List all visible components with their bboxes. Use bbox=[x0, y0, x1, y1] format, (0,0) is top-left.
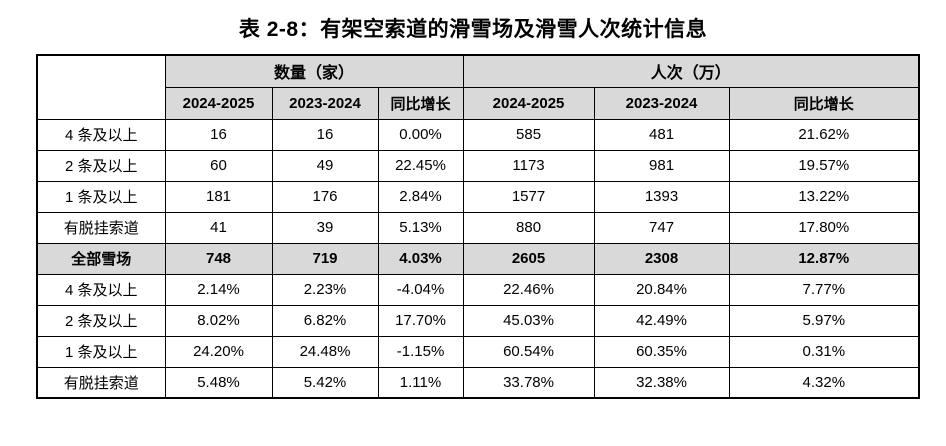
table-cell: 880 bbox=[462, 211, 595, 244]
table-cell: 7.77% bbox=[728, 273, 920, 306]
table-cell: 181 bbox=[164, 180, 273, 213]
sub-header-row: 2024-2025 2023-2024 同比增长 2024-2025 2023-2024… bbox=[37, 86, 920, 120]
group-header-quantity: 数量（家） bbox=[164, 54, 464, 88]
group-header-visits: 人次（万） bbox=[462, 54, 920, 88]
table-cell: 0.00% bbox=[377, 118, 464, 151]
table-cell: 49 bbox=[271, 149, 379, 182]
table-cell: 2605 bbox=[462, 242, 595, 275]
table-cell: 0.31% bbox=[728, 335, 920, 368]
table-cell: 33.78% bbox=[462, 366, 595, 399]
table-cell: 60.35% bbox=[593, 335, 730, 368]
group-header-row: 数量（家） 人次（万） bbox=[36, 54, 920, 120]
table-cell: 8.02% bbox=[164, 304, 273, 337]
table-row-total: 全部雪场 748 719 4.03% 2605 2308 12.87% bbox=[36, 242, 920, 275]
table-cell: 24.20% bbox=[164, 335, 273, 368]
row-label: 有脱挂索道 bbox=[36, 211, 166, 244]
table-cell: 16 bbox=[271, 118, 379, 151]
sub-header-cell: 2023-2024 bbox=[271, 86, 379, 120]
table-cell: 24.48% bbox=[271, 335, 379, 368]
table-cell: 1577 bbox=[462, 180, 595, 213]
table-cell: 17.80% bbox=[728, 211, 920, 244]
table-cell: 2.23% bbox=[271, 273, 379, 306]
row-label: 1 条及以上 bbox=[36, 180, 166, 213]
row-label: 1 条及以上 bbox=[36, 335, 166, 368]
table-cell: 39 bbox=[271, 211, 379, 244]
table-row: 4 条及以上 16 16 0.00% 585 481 21.62% bbox=[36, 118, 920, 151]
table-cell: 5.48% bbox=[164, 366, 273, 399]
table-cell: 719 bbox=[271, 242, 379, 275]
sub-header-cell: 同比增长 bbox=[377, 86, 464, 120]
sub-header-cell: 同比增长 bbox=[728, 86, 920, 120]
table-cell: 747 bbox=[593, 211, 730, 244]
table-cell: 4.32% bbox=[728, 366, 920, 399]
table-cell: 42.49% bbox=[593, 304, 730, 337]
row-label: 4 条及以上 bbox=[36, 118, 166, 151]
table-cell: 20.84% bbox=[593, 273, 730, 306]
table-cell: 22.46% bbox=[462, 273, 595, 306]
table-cell: 2.14% bbox=[164, 273, 273, 306]
table-row: 有脱挂索道 5.48% 5.42% 1.11% 33.78% 32.38% 4.32% bbox=[36, 366, 920, 399]
table-cell: 32.38% bbox=[593, 366, 730, 399]
table-row: 4 条及以上 2.14% 2.23% -4.04% 22.46% 20.84% 7.77% bbox=[36, 273, 920, 306]
table-cell: 481 bbox=[593, 118, 730, 151]
table-cell: 4.03% bbox=[377, 242, 464, 275]
table-cell: 60 bbox=[164, 149, 273, 182]
table-cell: 748 bbox=[164, 242, 273, 275]
table-row: 有脱挂索道 41 39 5.13% 880 747 17.80% bbox=[36, 211, 920, 244]
row-label: 2 条及以上 bbox=[36, 149, 166, 182]
table-cell: 5.97% bbox=[728, 304, 920, 337]
table-cell: 13.22% bbox=[728, 180, 920, 213]
table-row: 2 条及以上 60 49 22.45% 1173 981 19.57% bbox=[36, 149, 920, 182]
table-cell: 5.42% bbox=[271, 366, 379, 399]
table-cell: 1393 bbox=[593, 180, 730, 213]
sub-header-cell: 2024-2025 bbox=[164, 86, 273, 120]
table-cell: 5.13% bbox=[377, 211, 464, 244]
table-row: 1 条及以上 181 176 2.84% 1577 1393 13.22% bbox=[36, 180, 920, 213]
table-cell: 2308 bbox=[593, 242, 730, 275]
table-cell: 2.84% bbox=[377, 180, 464, 213]
table-cell: 12.87% bbox=[728, 242, 920, 275]
table-cell: 6.82% bbox=[271, 304, 379, 337]
table-cell: 585 bbox=[462, 118, 595, 151]
table-cell: 1173 bbox=[462, 149, 595, 182]
row-label: 4 条及以上 bbox=[36, 273, 166, 306]
row-label: 全部雪场 bbox=[36, 242, 166, 275]
table-cell: 176 bbox=[271, 180, 379, 213]
table-cell: 60.54% bbox=[462, 335, 595, 368]
table-cell: 45.03% bbox=[462, 304, 595, 337]
table-cell: -4.04% bbox=[377, 273, 464, 306]
sub-header-cell: 2024-2025 bbox=[462, 86, 595, 120]
table-cell: 1.11% bbox=[377, 366, 464, 399]
row-label: 有脱挂索道 bbox=[36, 366, 166, 399]
table-row: 1 条及以上 24.20% 24.48% -1.15% 60.54% 60.35% 0.31… bbox=[36, 335, 920, 368]
row-label: 2 条及以上 bbox=[36, 304, 166, 337]
table-row: 2 条及以上 8.02% 6.82% 17.70% 45.03% 42.49% 5.97% bbox=[36, 304, 920, 337]
table-cell: 19.57% bbox=[728, 149, 920, 182]
sub-header-cell: 2023-2024 bbox=[593, 86, 730, 120]
table-cell: 17.70% bbox=[377, 304, 464, 337]
table-cell: 21.62% bbox=[728, 118, 920, 151]
table-cell: 22.45% bbox=[377, 149, 464, 182]
corner-empty-cell bbox=[36, 54, 166, 120]
table-cell: 41 bbox=[164, 211, 273, 244]
table-cell: 981 bbox=[593, 149, 730, 182]
table-title: 表 2-8：有架空索道的滑雪场及滑雪人次统计信息 bbox=[238, 18, 708, 41]
table-cell: 16 bbox=[164, 118, 273, 151]
table-cell: -1.15% bbox=[377, 335, 464, 368]
ski-resort-stats-table: 数量（家） 人次（万） 2024-2025 2023-2024 同比增长 2024-2… bbox=[36, 54, 921, 399]
